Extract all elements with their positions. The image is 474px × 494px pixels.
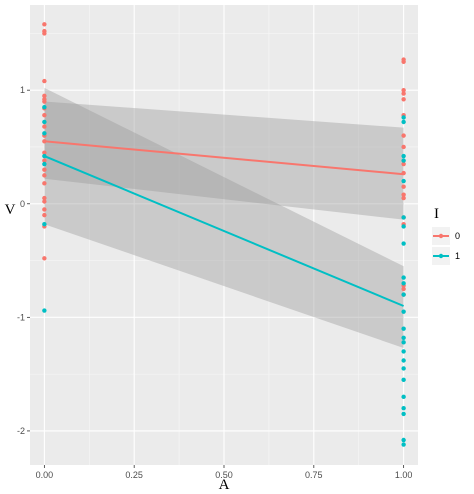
ci-ribbon-1 (44, 87, 404, 349)
point-series-1 (401, 178, 406, 184)
point-series-1 (42, 119, 47, 125)
confidence-ribbons (44, 87, 404, 349)
legend: I 01 (432, 206, 460, 265)
y-axis: -2 -1 0 1 (17, 85, 30, 436)
point-series-0 (42, 256, 47, 261)
point-series-0 (42, 150, 47, 155)
point-series-0 (401, 170, 406, 176)
point-series-1 (401, 153, 406, 159)
legend-label-0: 0 (455, 231, 460, 241)
point-series-1 (401, 281, 406, 286)
point-series-1 (401, 115, 406, 120)
point-series-1 (401, 292, 406, 297)
point-series-0 (42, 181, 47, 186)
point-series-1 (42, 131, 47, 136)
y-tick-label: -2 (17, 426, 25, 436)
point-series-1 (401, 158, 406, 163)
point-series-1 (401, 224, 406, 229)
x-tick-label: 0.25 (125, 470, 143, 480)
point-series-0 (401, 97, 406, 102)
point-series-0 (42, 167, 47, 172)
point-series-0 (401, 192, 406, 197)
point-series-0 (42, 124, 47, 129)
point-series-1 (42, 161, 47, 167)
point-series-1 (401, 326, 406, 331)
point-series-0 (42, 112, 47, 118)
point-series-0 (401, 184, 406, 189)
point-series-1 (42, 308, 47, 313)
point-series-1 (401, 275, 406, 280)
point-series-0 (42, 207, 47, 212)
point-series-0 (401, 87, 406, 93)
point-series-0 (42, 173, 47, 178)
y-tick-label: -1 (17, 312, 25, 322)
point-series-1 (401, 335, 406, 340)
point-series-1 (42, 153, 47, 159)
legend-label-1: 1 (455, 251, 460, 261)
point-series-0 (42, 195, 47, 201)
point-series-0 (401, 91, 406, 96)
point-series-0 (42, 99, 47, 104)
x-tick-label: 0.00 (36, 470, 54, 480)
point-series-0 (401, 195, 406, 201)
point-series-0 (42, 22, 47, 27)
point-series-0 (401, 133, 406, 138)
point-series-1 (401, 241, 406, 246)
legend-items: 01 (432, 227, 460, 265)
data-points (42, 22, 406, 447)
fit-line-0 (44, 140, 404, 176)
x-tick-label: 0.75 (305, 470, 323, 480)
y-tick-label: 0 (20, 199, 25, 209)
point-series-1 (401, 377, 406, 383)
point-series-1 (401, 358, 406, 363)
x-tick-label: 1.00 (395, 470, 413, 480)
legend-title: I (434, 206, 439, 222)
fit-line-1 (43, 155, 405, 307)
point-series-0 (42, 78, 47, 84)
point-series-0 (401, 161, 406, 167)
y-tick-label: 1 (20, 85, 25, 95)
x-axis-title: A (219, 477, 230, 493)
point-series-0 (42, 31, 47, 36)
point-series-1 (401, 119, 406, 125)
fit-lines (43, 140, 405, 307)
point-series-1 (401, 442, 406, 447)
point-series-0 (42, 139, 47, 144)
point-series-0 (401, 286, 406, 292)
point-series-1 (401, 411, 406, 417)
point-series-0 (42, 212, 47, 218)
point-series-1 (42, 105, 47, 110)
point-series-1 (401, 309, 406, 314)
point-series-1 (401, 437, 406, 443)
x-tick-label: 0.50 (215, 470, 233, 480)
point-series-0 (42, 158, 47, 163)
x-axis: 0.00 0.25 0.50 0.75 1.00 (36, 465, 413, 480)
point-series-1 (401, 406, 406, 411)
legend-point-0 (438, 233, 444, 239)
point-series-0 (401, 59, 406, 64)
point-series-0 (42, 93, 47, 99)
ci-ribbon-0 (44, 101, 404, 220)
point-series-1 (42, 222, 47, 227)
point-series-1 (401, 215, 406, 220)
y-axis-title: V (5, 202, 16, 218)
point-series-0 (42, 199, 47, 204)
point-series-1 (401, 349, 406, 354)
point-series-1 (401, 340, 406, 345)
point-series-0 (401, 144, 406, 150)
point-series-1 (401, 366, 406, 371)
point-series-1 (401, 394, 406, 400)
legend-point-1 (438, 253, 444, 259)
